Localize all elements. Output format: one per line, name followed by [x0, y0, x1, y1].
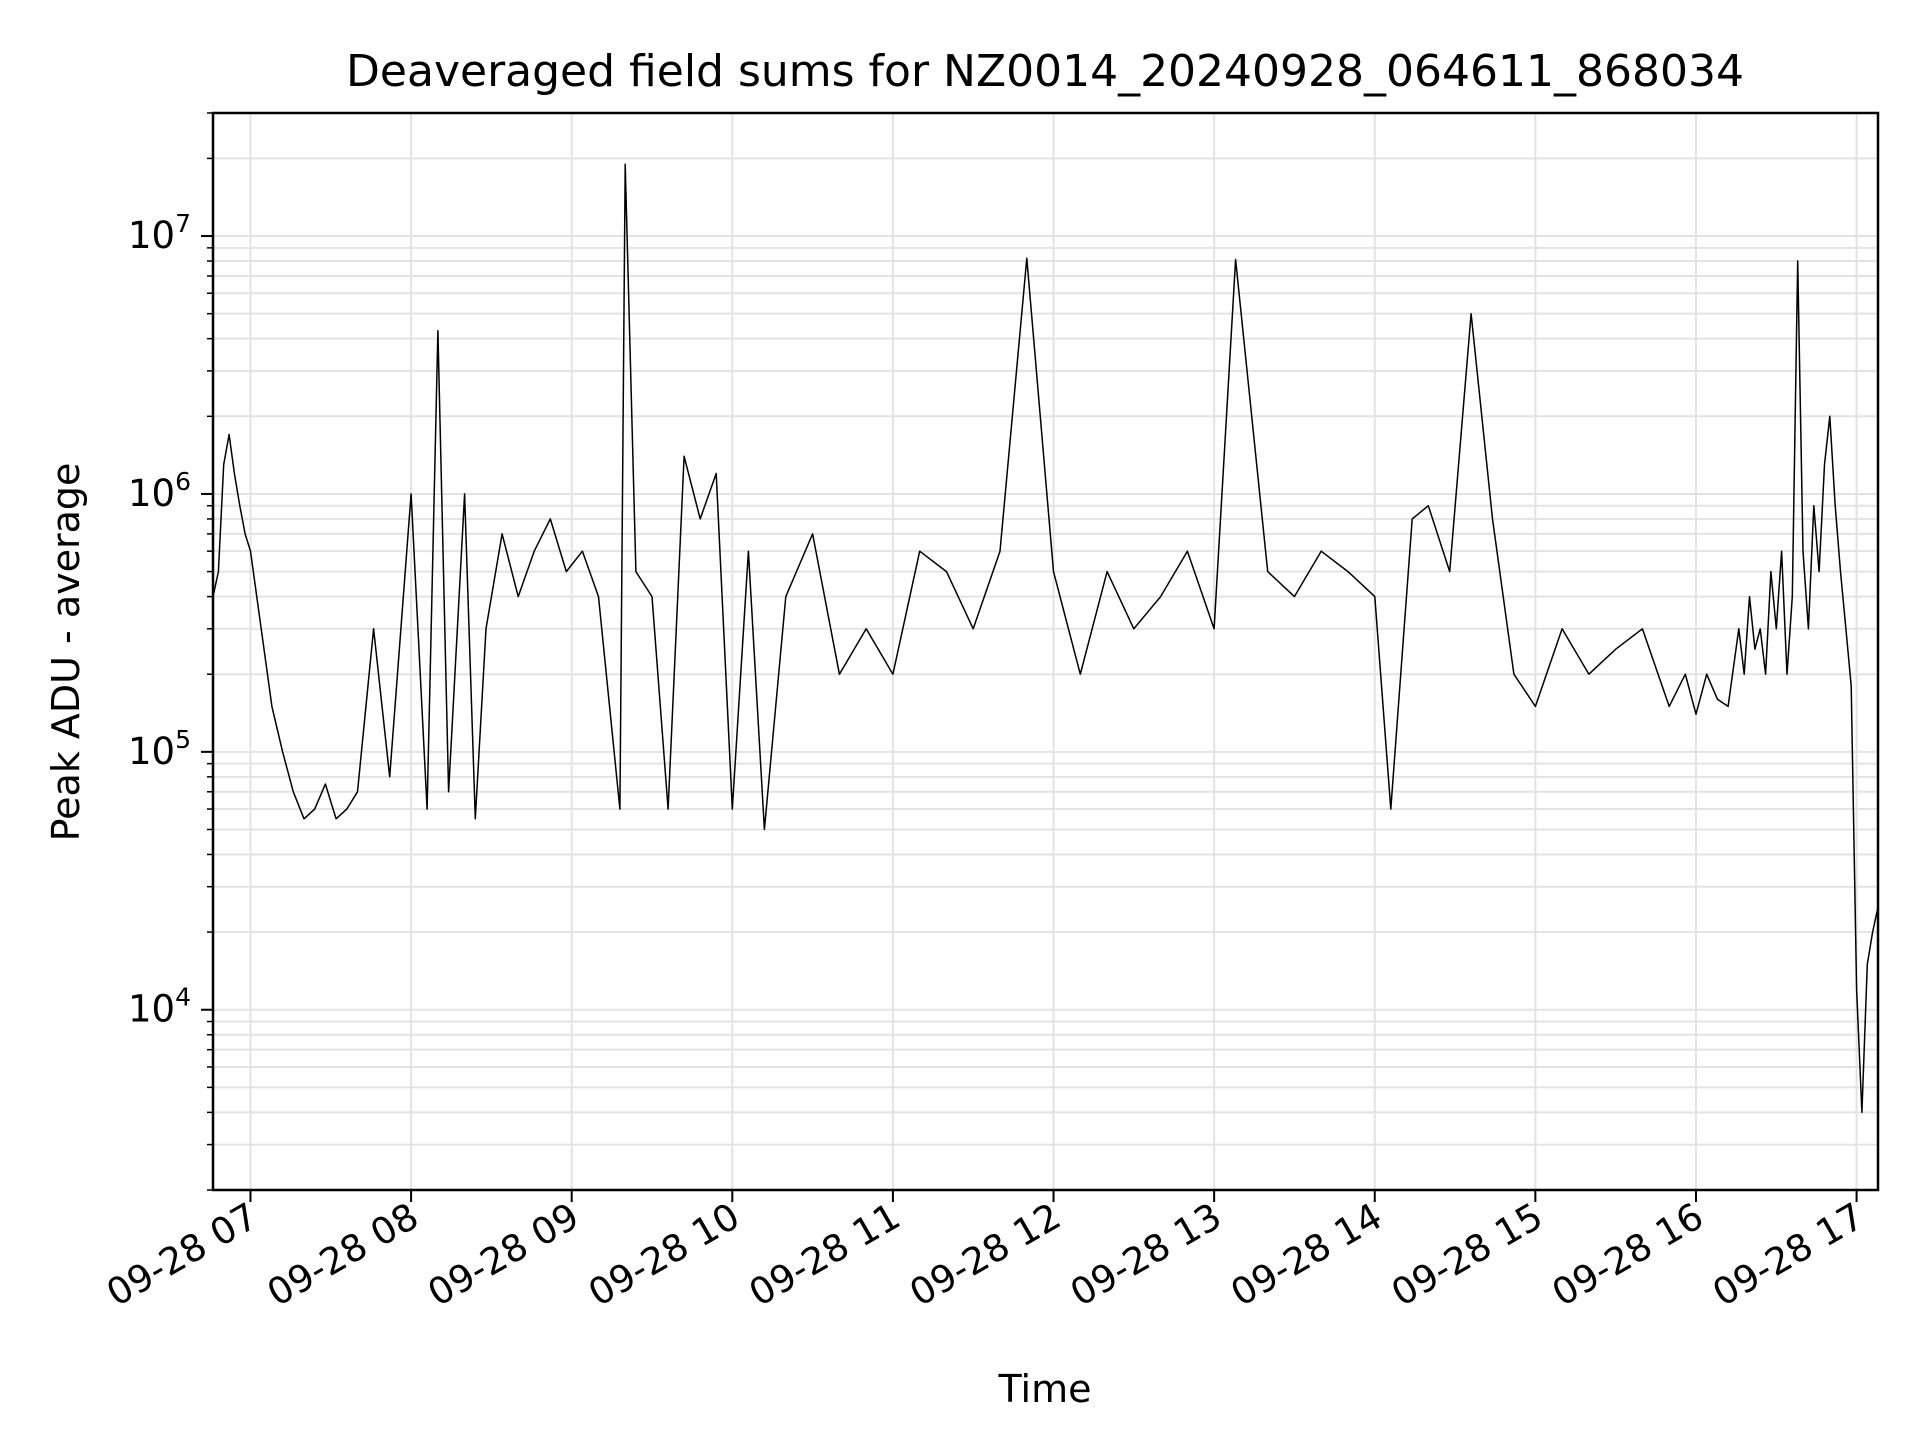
- chart-title: Deaveraged field sums for NZ0014_2024092…: [346, 46, 1744, 97]
- y-tick-label: 104: [128, 983, 191, 1031]
- y-tick-label: 107: [128, 209, 191, 257]
- y-axis-label: Peak ADU - average: [44, 463, 88, 842]
- series-line: [212, 163, 1879, 1114]
- x-axis-label: Time: [998, 1367, 1092, 1411]
- series-layer: [212, 163, 1879, 1114]
- y-tick-label: 105: [128, 725, 191, 773]
- plot-area-frame: [211, 111, 1880, 1192]
- y-tick-label: 106: [128, 467, 191, 515]
